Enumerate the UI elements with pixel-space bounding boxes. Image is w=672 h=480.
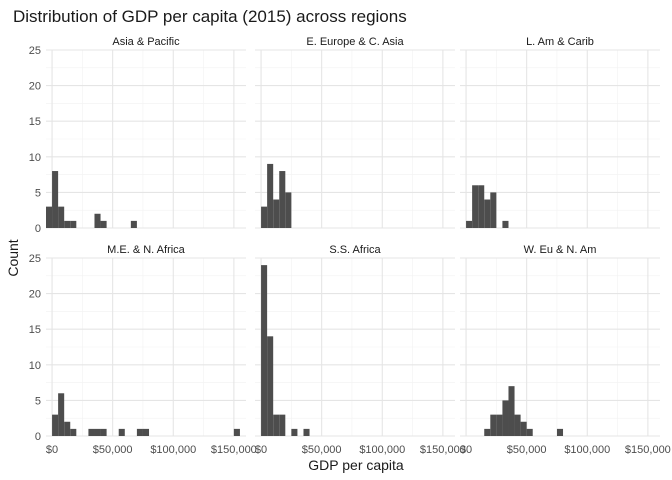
panel-strip-label: Asia & Pacific — [112, 36, 180, 48]
histogram-bar — [267, 336, 274, 436]
histogram-bar — [279, 414, 286, 436]
panel-5: S.S. Africa $0 $50,000 $100,000 $150,000 — [255, 244, 466, 456]
histogram-bar — [70, 428, 77, 436]
panel-6: W. Eu & N. Am $0 $50,000 $100,000 $150,000 — [460, 244, 671, 456]
histogram-bar — [233, 428, 240, 436]
x-tick-label: $0 — [460, 444, 472, 456]
histogram-bar — [285, 192, 292, 228]
histogram-bar — [46, 206, 53, 228]
histogram-bar — [52, 171, 59, 228]
x-tick-label: $100,000 — [564, 444, 610, 456]
histogram-bar — [94, 213, 101, 228]
histogram-bar — [261, 206, 268, 228]
y-tick-label: 20 — [29, 289, 41, 301]
panel-4: M.E. & N. Africa 0 5 10 15 20 25 $0 $50,000 $100,… — [29, 244, 257, 456]
x-tick-label: $50,000 — [302, 444, 342, 456]
panel-2: E. Europe & C. Asia — [255, 36, 455, 229]
panel-strip-label: W. Eu & N. Am — [524, 244, 597, 256]
x-tick-label: $50,000 — [507, 444, 547, 456]
panel-strip-label: E. Europe & C. Asia — [306, 36, 404, 48]
x-tick-label: $0 — [46, 444, 58, 456]
y-tick-label: 10 — [29, 360, 41, 372]
histogram-bar — [490, 414, 497, 436]
x-tick-label: $150,000 — [420, 444, 466, 456]
panel-strip-label: L. Am & Carib — [526, 36, 594, 48]
x-tick-label: $150,000 — [625, 444, 671, 456]
histogram-bar — [490, 192, 497, 228]
y-tick-label: 5 — [35, 187, 41, 199]
panel-strip-label: S.S. Africa — [329, 244, 381, 256]
y-tick-label: 10 — [29, 152, 41, 164]
histogram-bar — [64, 220, 71, 228]
histogram-bar — [502, 220, 509, 228]
y-axis-title: Count — [5, 239, 21, 276]
y-tick-label: 5 — [35, 395, 41, 407]
histogram-bar — [261, 265, 268, 436]
histogram-bar — [118, 428, 125, 436]
histogram-bar — [514, 414, 521, 436]
histogram-bar — [496, 414, 503, 436]
x-tick-label: $100,000 — [359, 444, 405, 456]
histogram-bar — [303, 428, 310, 436]
histogram-bar — [100, 428, 107, 436]
x-axis-title: GDP per capita — [308, 457, 404, 473]
histogram-bar — [58, 206, 65, 228]
x-tick-label: $100,000 — [150, 444, 196, 456]
y-tick-label: 15 — [29, 324, 41, 336]
y-tick-label: 20 — [29, 81, 41, 93]
y-tick-label: 25 — [29, 253, 41, 265]
histogram-bar — [88, 428, 95, 436]
y-tick-label: 0 — [35, 223, 41, 235]
histogram-bar — [136, 428, 143, 436]
histogram-bar — [484, 199, 491, 228]
histogram-bar — [52, 414, 59, 436]
histogram-bar — [526, 428, 533, 436]
histogram-bar — [520, 421, 527, 436]
x-tick-label: $0 — [255, 444, 267, 456]
panel-1: Asia & Pacific 0 5 10 15 20 25 — [29, 36, 246, 235]
histogram-bar — [273, 414, 280, 436]
histogram-bar — [94, 428, 101, 436]
panel-3: L. Am & Carib — [460, 36, 660, 229]
y-tick-label: 15 — [29, 116, 41, 128]
histogram-bar — [70, 220, 77, 228]
histogram-bar — [472, 185, 479, 228]
histogram-bar — [273, 199, 280, 228]
histogram-bar — [556, 428, 564, 436]
y-tick-label: 0 — [35, 431, 41, 443]
histogram-bar — [100, 220, 107, 228]
histogram-bar — [478, 185, 485, 228]
histogram-bar — [142, 428, 150, 436]
histogram-bar — [466, 220, 473, 228]
histogram-bar — [508, 386, 515, 436]
histogram-bar — [484, 428, 491, 436]
chart-title: Distribution of GDP per capita (2015) ac… — [13, 7, 407, 26]
x-tick-label: $50,000 — [93, 444, 133, 456]
panels-group: Asia & Pacific 0 5 10 15 20 25 E. Europe & C. A… — [29, 36, 671, 456]
histogram-bar — [291, 428, 298, 436]
histogram-bar — [267, 163, 274, 228]
histogram-bar — [502, 400, 509, 436]
histogram-bar — [64, 421, 71, 436]
histogram-bar — [58, 393, 65, 436]
histogram-bar — [279, 171, 286, 228]
y-tick-label: 25 — [29, 45, 41, 57]
x-tick-label: $150,000 — [211, 444, 257, 456]
panel-strip-label: M.E. & N. Africa — [107, 244, 186, 256]
histogram-bar — [130, 220, 137, 228]
